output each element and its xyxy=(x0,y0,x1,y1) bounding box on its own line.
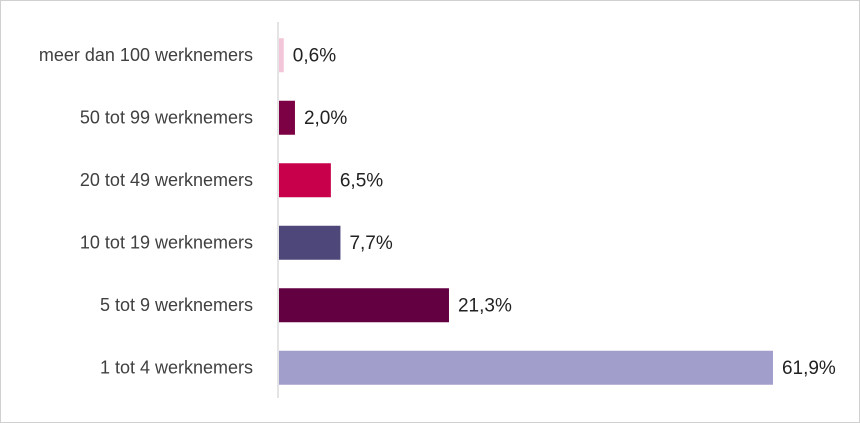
value-label: 21,3% xyxy=(458,295,512,316)
bar xyxy=(279,163,331,198)
value-label: 6,5% xyxy=(340,170,383,191)
y-tick-label: meer dan 100 werknemers xyxy=(39,45,253,65)
bar xyxy=(279,225,341,260)
value-label: 7,7% xyxy=(349,233,392,254)
bar xyxy=(279,350,773,385)
value-label: 0,6% xyxy=(293,45,336,66)
y-tick-label: 10 tot 19 werknemers xyxy=(80,233,253,253)
y-tick-label: 20 tot 49 werknemers xyxy=(80,170,253,190)
bar xyxy=(279,38,284,73)
bar xyxy=(279,288,449,323)
value-label: 2,0% xyxy=(304,108,347,129)
value-label: 61,9% xyxy=(782,358,836,379)
y-tick-label: 1 tot 4 werknemers xyxy=(100,358,253,378)
y-tick-label: 50 tot 99 werknemers xyxy=(80,108,253,128)
bar xyxy=(279,100,295,135)
y-tick-label: 5 tot 9 werknemers xyxy=(100,295,253,315)
